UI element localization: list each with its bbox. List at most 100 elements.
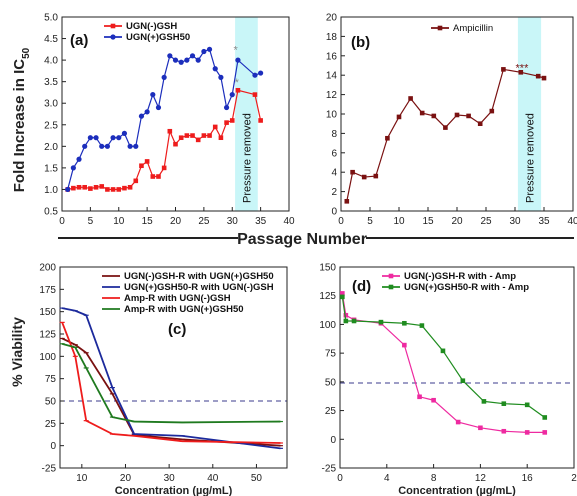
data-point bbox=[87, 135, 93, 141]
x-tick-label: 16 bbox=[522, 473, 534, 484]
panel-label: (d) bbox=[352, 278, 371, 295]
bottom-ylabel: % Viability bbox=[9, 317, 25, 387]
x-tick-label: 0 bbox=[338, 216, 344, 227]
legend-marker bbox=[388, 284, 394, 290]
y-tick-label: 175 bbox=[39, 285, 56, 296]
data-point bbox=[351, 318, 357, 324]
series-line bbox=[341, 296, 546, 418]
series-1 bbox=[59, 307, 283, 450]
y-tick-label: -25 bbox=[322, 464, 337, 475]
y-tick-label: 0 bbox=[50, 441, 56, 452]
y-tick-label: -25 bbox=[42, 464, 57, 475]
annotation: *** bbox=[516, 62, 530, 74]
data-point bbox=[417, 394, 422, 400]
y-tick-label: 25 bbox=[45, 419, 57, 430]
data-point bbox=[218, 135, 224, 141]
y-tick-label: 100 bbox=[319, 320, 336, 331]
data-point bbox=[82, 143, 88, 149]
y-tick-label: 0.5 bbox=[44, 207, 58, 218]
data-point bbox=[65, 186, 71, 193]
data-point bbox=[150, 92, 156, 98]
y-tick-label: 150 bbox=[39, 307, 56, 318]
x-tick-label: 25 bbox=[480, 216, 492, 227]
y-tick-label: 2.5 bbox=[44, 120, 58, 131]
data-point bbox=[501, 67, 506, 72]
x-tick-label: 4 bbox=[384, 473, 390, 484]
data-point bbox=[252, 72, 258, 78]
x-tick-label: 40 bbox=[283, 216, 295, 227]
annotation: * bbox=[235, 77, 240, 89]
data-point bbox=[155, 104, 162, 111]
series-line bbox=[341, 293, 545, 433]
data-point bbox=[127, 143, 133, 149]
series-0 bbox=[340, 291, 548, 435]
data-point bbox=[201, 48, 207, 55]
data-point bbox=[402, 342, 407, 348]
x-tick-label: 0 bbox=[337, 473, 343, 484]
data-point bbox=[133, 178, 139, 184]
data-point bbox=[396, 114, 402, 120]
y-tick-label: 75 bbox=[325, 349, 337, 360]
data-point bbox=[524, 402, 530, 408]
panel-b: Pressure removed 0 2 4 6 8 10 12 14 16 18 20 0 5 10 15 2… bbox=[326, 13, 577, 228]
data-point bbox=[121, 130, 128, 136]
data-point bbox=[343, 318, 349, 324]
series-2 bbox=[59, 321, 283, 444]
top-ylabel: Fold Increase in IC50 bbox=[11, 47, 32, 192]
data-point bbox=[258, 118, 263, 123]
y-tick-label: 4.0 bbox=[44, 56, 58, 67]
panel-a: Pressure removed 0.5 1.0 1.5 2.0 2.5 3.0 3.5 4.0… bbox=[44, 13, 295, 228]
data-point bbox=[224, 120, 229, 125]
data-point bbox=[110, 135, 116, 141]
y-tick-label: 16 bbox=[326, 51, 338, 62]
data-point bbox=[541, 75, 547, 81]
data-point bbox=[431, 397, 436, 403]
y-tick-label: 12 bbox=[326, 90, 338, 101]
data-point bbox=[190, 133, 195, 138]
data-point bbox=[212, 124, 218, 130]
data-point bbox=[443, 125, 448, 130]
legend: Ampicillin bbox=[431, 23, 493, 34]
data-point bbox=[235, 57, 241, 63]
data-point bbox=[105, 187, 110, 192]
data-point bbox=[116, 135, 122, 141]
data-point bbox=[156, 174, 161, 179]
data-point bbox=[206, 46, 213, 52]
data-point bbox=[178, 135, 184, 141]
data-point bbox=[542, 415, 548, 420]
data-point bbox=[110, 187, 116, 192]
data-point bbox=[258, 70, 264, 76]
data-point bbox=[535, 73, 541, 79]
data-point bbox=[144, 159, 150, 164]
data-point bbox=[70, 165, 76, 171]
x-tick-label: 35 bbox=[255, 216, 267, 227]
data-point bbox=[478, 425, 483, 431]
data-point bbox=[161, 74, 167, 80]
data-point bbox=[184, 133, 190, 138]
data-point bbox=[76, 184, 82, 190]
series-0 bbox=[59, 337, 283, 447]
data-point bbox=[178, 59, 184, 65]
legend-label: Amp-R with UGN(+)GSH50 bbox=[124, 304, 244, 315]
x-tick-label: 40 bbox=[207, 473, 219, 484]
y-tick-label: 150 bbox=[319, 263, 336, 274]
data-point bbox=[189, 53, 196, 59]
data-point bbox=[361, 174, 367, 180]
x-tick-label: 40 bbox=[567, 216, 577, 227]
x-tick-label: 25 bbox=[198, 216, 210, 227]
legend-label: Amp-R with UGN(-)GSH bbox=[124, 293, 231, 304]
plot-frame bbox=[59, 266, 288, 469]
data-point bbox=[172, 57, 179, 63]
plot-frame bbox=[339, 266, 575, 469]
legend-marker bbox=[437, 25, 443, 31]
legend-label: UGN(-)GSH-R with - Amp bbox=[404, 271, 516, 282]
data-point bbox=[518, 69, 524, 75]
y-tick-label: 18 bbox=[326, 32, 338, 43]
legend-label: UGN(-)GSH-R with UGN(+)GSH50 bbox=[124, 271, 274, 282]
data-point bbox=[501, 401, 507, 406]
data-point bbox=[93, 135, 99, 141]
data-point bbox=[93, 184, 99, 190]
